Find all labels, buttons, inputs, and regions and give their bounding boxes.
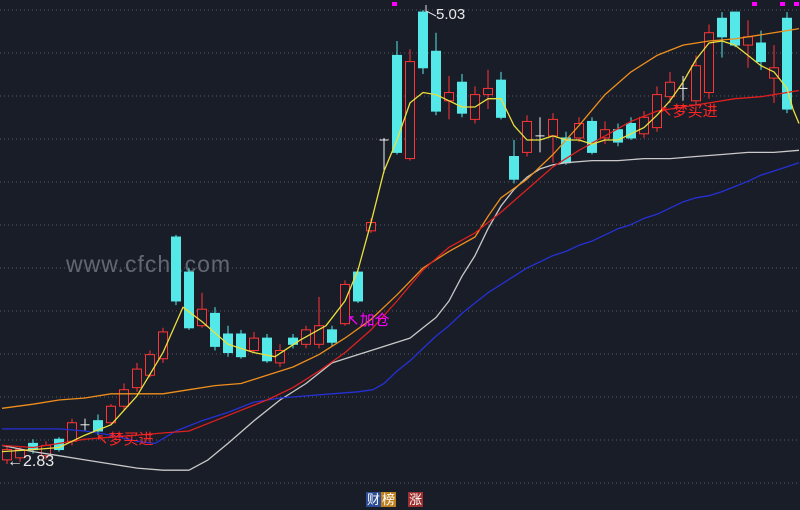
ma-white [1,149,800,471]
highest-price-label: 5.03 [436,6,465,23]
down-candle [730,11,740,46]
down-candle [353,271,363,302]
up-candle [197,308,207,327]
down-candle [613,129,623,143]
up-candle [405,61,415,160]
down-candle [184,271,194,329]
up-candle [548,118,558,137]
down-candle [587,120,597,153]
up-candle [639,116,649,135]
lowest-price-label: ←2.83 [7,453,55,470]
signal-marker-icon [780,2,785,6]
up-candle [314,325,324,345]
down-candle [236,333,246,358]
up-candle [158,331,168,360]
up-candle [132,368,142,389]
down-candle [171,236,181,302]
ma-red [1,89,800,449]
down-candle [782,17,792,110]
chip-bang[interactable]: 榜 [381,492,397,507]
down-candle [418,11,428,69]
down-candle [327,329,337,343]
signal-marker-icon [392,2,397,6]
down-candle [509,156,519,180]
chip-zhang[interactable]: 涨 [408,492,424,507]
down-candle [756,42,766,63]
down-candle [431,50,441,112]
up-candle [106,405,116,424]
up-candle [743,36,753,46]
up-candle [522,120,532,153]
up-candle [691,65,701,102]
ma-blue [2,162,800,445]
chip-cai[interactable]: 财 [366,492,382,507]
footer-chips: 财 榜 涨 [366,492,424,507]
annotation-dream-buy-right: ↖梦买进 [660,103,718,120]
down-candle [457,81,467,114]
annotation-dream-buy-left: ↖梦买进 [96,431,154,448]
high-price-value: 5.03 [436,6,466,23]
down-candle [626,123,636,139]
down-candle [392,54,402,153]
ma-orange [1,27,800,409]
up-candle [275,350,285,364]
down-candle [262,337,272,362]
signal-marker-icon [752,2,757,6]
down-candle [93,420,103,432]
up-candle [665,81,675,98]
up-candle [704,32,714,94]
up-candle [2,449,12,461]
up-candle [249,337,259,352]
down-candle [717,17,727,38]
signal-marker-icon [794,2,799,6]
watermark: www.cfchi.com [66,251,232,277]
ma-yellow [1,40,800,453]
high-pointer-icon [425,5,437,17]
down-candle [223,333,233,354]
annotation-add-position: ↖加仓 [347,312,390,329]
up-candle [67,422,77,442]
up-candle [145,354,155,376]
up-candle [340,283,350,325]
up-candle [483,87,493,96]
up-candle [119,389,129,407]
